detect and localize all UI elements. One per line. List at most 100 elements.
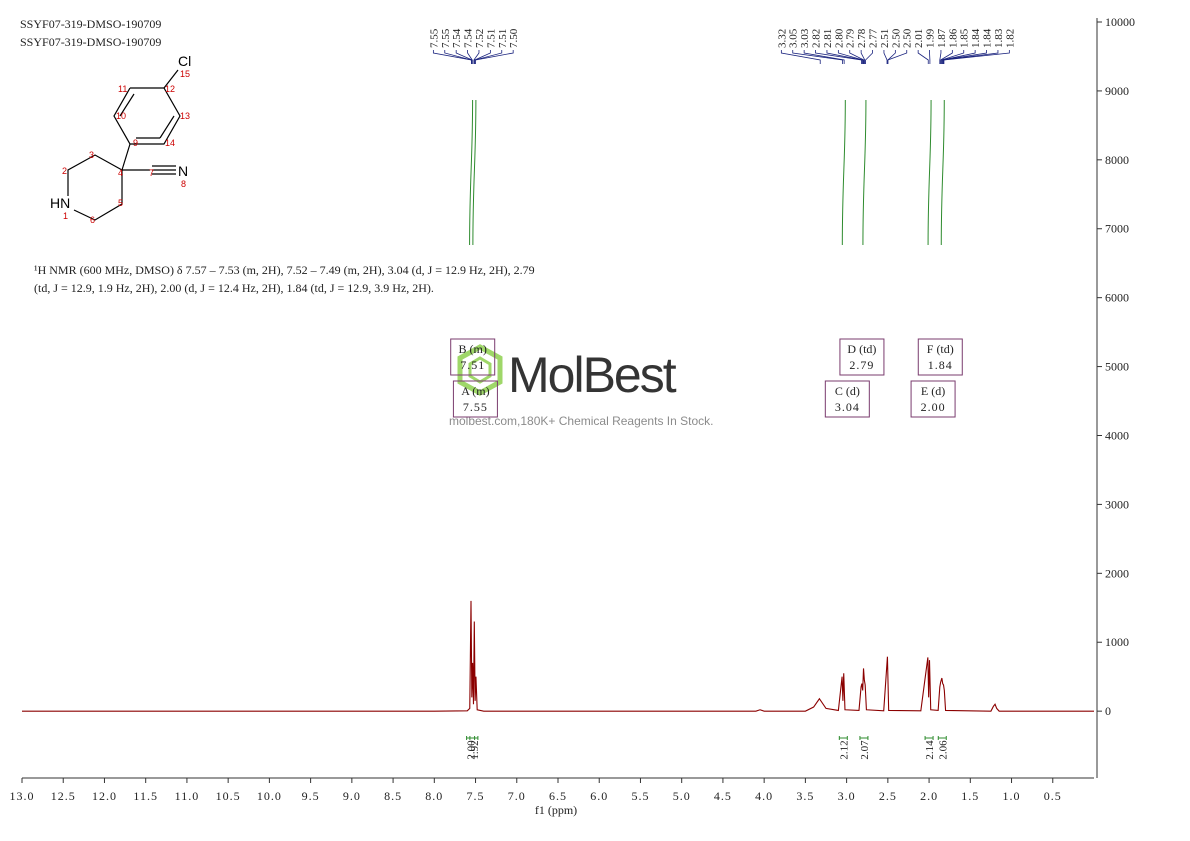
nmr-description: (td, J = 12.9, 1.9 Hz, 2H), 2.00 (d, J =… bbox=[34, 281, 434, 295]
atom-number: 5 bbox=[118, 198, 123, 208]
peak-label: 2.82 bbox=[811, 29, 823, 48]
peak-connector bbox=[939, 50, 942, 64]
peak-connector bbox=[887, 50, 896, 64]
multiplet-value: 2.00 bbox=[921, 400, 946, 414]
multiplet-box bbox=[450, 338, 496, 376]
peak-connector bbox=[943, 50, 1010, 64]
multiplet-value: 7.55 bbox=[463, 400, 488, 414]
multiplet-box bbox=[910, 380, 956, 418]
peak-connector bbox=[917, 50, 929, 64]
peak-connector bbox=[780, 50, 821, 64]
multiplet-label: E (d) bbox=[921, 384, 945, 398]
integral-curve bbox=[841, 99, 846, 246]
peak-connector bbox=[803, 50, 845, 64]
x-tick-label: 2.0 bbox=[920, 789, 938, 803]
peak-connector bbox=[473, 50, 480, 64]
integral-bracket bbox=[937, 736, 947, 740]
multiplet-label: D (td) bbox=[847, 342, 876, 356]
x-tick-label: 13.0 bbox=[10, 789, 35, 803]
watermark-logo bbox=[468, 356, 492, 384]
atom-number: 15 bbox=[180, 69, 190, 79]
integral-bracket bbox=[859, 736, 869, 740]
x-tick-label: 12.5 bbox=[51, 789, 76, 803]
x-tick-label: 4.5 bbox=[714, 789, 732, 803]
y-tick-label: 1000 bbox=[1105, 635, 1129, 649]
spectrum-line bbox=[22, 600, 1094, 712]
integral-curve bbox=[927, 99, 932, 246]
header-line: SSYF07-319-DMSO-190709 bbox=[20, 17, 161, 31]
watermark-brand: MolBest bbox=[508, 347, 677, 403]
atom-label: N bbox=[178, 163, 188, 179]
peak-connector bbox=[792, 50, 843, 64]
peak-label: 1.85 bbox=[959, 28, 971, 48]
peak-label: 3.03 bbox=[799, 28, 811, 48]
y-tick-label: 8000 bbox=[1105, 153, 1129, 167]
atom-label: HN bbox=[50, 195, 70, 211]
peak-connector bbox=[860, 50, 866, 64]
peak-label: 2.81 bbox=[822, 29, 834, 48]
peak-label: 2.50 bbox=[902, 28, 914, 48]
peak-label: 2.79 bbox=[845, 28, 857, 48]
x-tick-label: 1.5 bbox=[961, 789, 979, 803]
peak-connector bbox=[941, 50, 987, 64]
atom-number: 1 bbox=[63, 211, 68, 221]
peak-label: 7.55 bbox=[428, 28, 440, 48]
peak-label: 3.05 bbox=[788, 28, 800, 48]
multiplet-value: 7.51 bbox=[460, 358, 485, 372]
x-tick-label: 12.0 bbox=[92, 789, 117, 803]
x-tick-label: 11.0 bbox=[175, 789, 200, 803]
atom-number: 12 bbox=[165, 84, 175, 94]
peak-connector bbox=[444, 50, 472, 64]
peak-connector bbox=[474, 50, 491, 64]
x-tick-label: 0.5 bbox=[1044, 789, 1062, 803]
x-tick-label: 4.0 bbox=[755, 789, 773, 803]
multiplet-value: 3.04 bbox=[835, 400, 860, 414]
peak-connector bbox=[849, 50, 865, 64]
integral-label: 2.07 bbox=[859, 740, 871, 760]
peak-connector bbox=[826, 50, 863, 64]
watermark-tagline: molbest.com,180K+ Chemical Reagents In S… bbox=[449, 414, 713, 428]
x-tick-label: 9.0 bbox=[343, 789, 361, 803]
peak-label: 2.78 bbox=[856, 28, 868, 48]
integral-curve bbox=[469, 99, 474, 246]
peak-connector bbox=[940, 50, 953, 64]
integral-bracket bbox=[838, 736, 848, 740]
x-tick-label: 10.0 bbox=[257, 789, 282, 803]
peak-label: 7.52 bbox=[474, 29, 486, 48]
peak-connector bbox=[837, 50, 864, 64]
x-tick-label: 6.0 bbox=[590, 789, 608, 803]
peak-label: 7.54 bbox=[463, 28, 475, 48]
atom-number: 13 bbox=[180, 111, 190, 121]
peak-connector bbox=[475, 50, 514, 64]
multiplet-label: F (td) bbox=[927, 342, 954, 356]
nmr-description: ¹H NMR (600 MHz, DMSO) δ 7.57 – 7.53 (m,… bbox=[34, 263, 535, 277]
multiplet-box bbox=[824, 380, 870, 418]
multiplet-label: A (m) bbox=[461, 384, 489, 398]
integral-curve bbox=[940, 99, 945, 246]
atom-number: 2 bbox=[62, 166, 67, 176]
x-tick-label: 9.5 bbox=[302, 789, 320, 803]
bond bbox=[67, 154, 123, 196]
peak-label: 1.87 bbox=[936, 28, 948, 48]
integral-label: 1.92 bbox=[469, 740, 481, 759]
x-tick-label: 7.0 bbox=[508, 789, 526, 803]
peak-label: 7.54 bbox=[451, 28, 463, 48]
y-tick-label: 4000 bbox=[1105, 428, 1129, 442]
x-tick-label: 10.5 bbox=[216, 789, 241, 803]
atom-number: 7 bbox=[149, 168, 154, 178]
x-tick-label: 3.0 bbox=[838, 789, 856, 803]
x-tick-label: 6.5 bbox=[549, 789, 567, 803]
multiplet-box bbox=[452, 380, 498, 418]
peak-connector bbox=[467, 50, 473, 64]
atom-number: 3 bbox=[89, 150, 94, 160]
integral-label: 2.00 bbox=[466, 740, 478, 760]
x-tick-label: 3.5 bbox=[796, 789, 814, 803]
peak-label: 2.01 bbox=[913, 29, 925, 48]
peak-connector bbox=[887, 50, 908, 64]
peak-label: 3.32 bbox=[776, 29, 788, 48]
peak-label: 1.84 bbox=[970, 28, 982, 48]
atom-number: 8 bbox=[181, 179, 186, 189]
y-tick-label: 10000 bbox=[1105, 15, 1135, 29]
integral-label: 2.06 bbox=[937, 740, 949, 760]
